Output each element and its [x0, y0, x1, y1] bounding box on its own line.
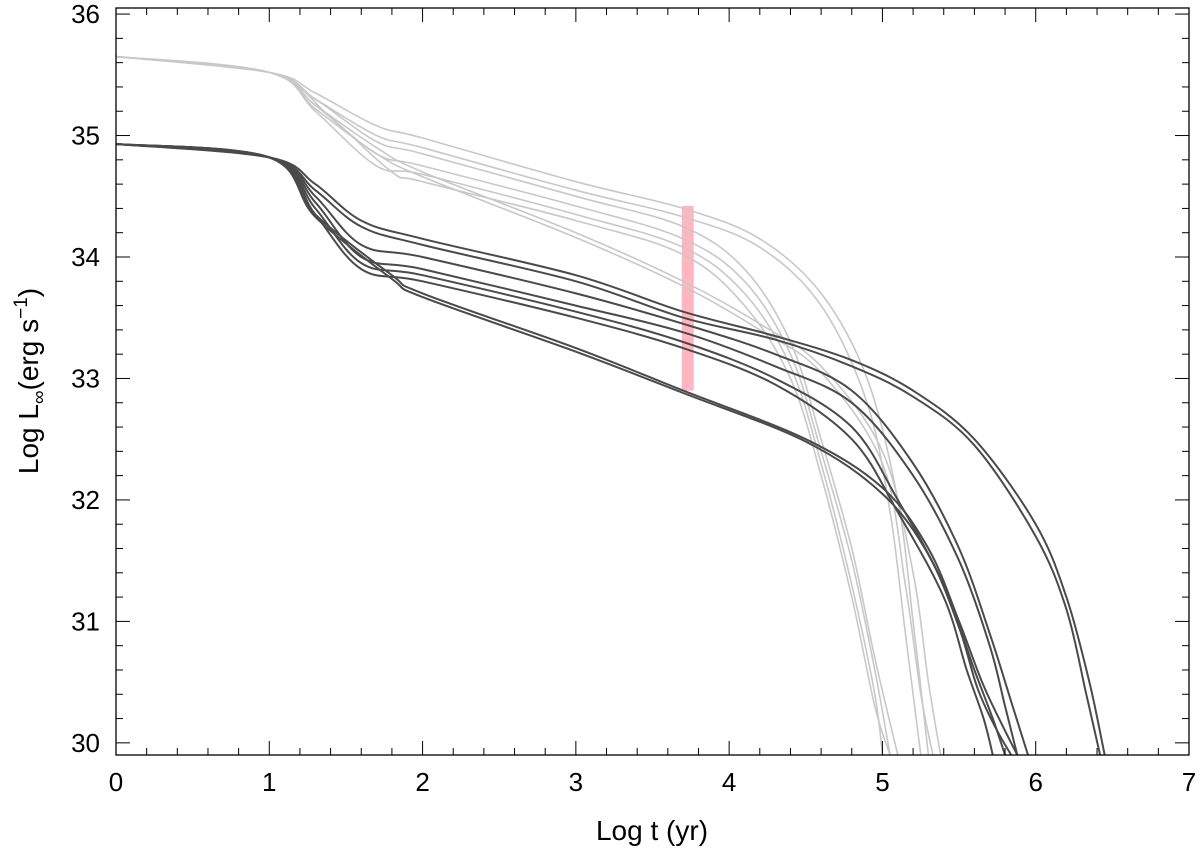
y-tick-label: 36: [71, 0, 100, 29]
highlight-band-layer: [681, 205, 694, 391]
y-tick-label: 32: [71, 485, 100, 515]
y-tick-label: 30: [71, 728, 100, 758]
y-axis-title-close: ): [13, 288, 44, 297]
series-line-dark-11: [116, 143, 1019, 755]
series-line-light-4: [116, 55, 884, 755]
x-tick-label: 4: [722, 767, 736, 797]
x-tick-label: 6: [1028, 767, 1042, 797]
y-tick-label: 33: [71, 363, 100, 393]
series-line-dark-10: [116, 143, 1029, 755]
series-line-light-2: [116, 55, 899, 755]
series-line-light-7: [116, 55, 934, 755]
y-tick-label: 31: [71, 606, 100, 636]
tick-layer: [115, 8, 1190, 755]
highlight-band: [681, 205, 694, 391]
y-axis-title-sub: ∞: [29, 390, 50, 404]
x-tick-label: 3: [569, 767, 583, 797]
y-axis-title: Log L∞(erg s−1): [11, 288, 50, 474]
series-line-dark-15: [116, 143, 1013, 755]
plot-frame: [115, 7, 1190, 756]
series-line-light-6: [116, 55, 942, 755]
y-axis-title-main: Log L: [13, 404, 44, 474]
x-tick-label: 0: [109, 767, 123, 797]
series-line-dark-9: [116, 143, 1102, 755]
series-layer: [116, 55, 1106, 755]
x-tick-label: 7: [1182, 767, 1196, 797]
y-axis-title-sup: −1: [11, 297, 32, 319]
x-tick-label: 5: [875, 767, 889, 797]
series-line-dark-8: [116, 143, 1106, 755]
x-tick-label: 2: [415, 767, 429, 797]
y-tick-label: 34: [71, 242, 100, 272]
y-tick-label: 35: [71, 121, 100, 151]
x-axis-title: Log t (yr): [596, 815, 708, 846]
y-axis-title-unit: (erg s: [13, 319, 44, 391]
series-line-dark-14: [116, 143, 1019, 755]
x-tick-label: 1: [262, 767, 276, 797]
